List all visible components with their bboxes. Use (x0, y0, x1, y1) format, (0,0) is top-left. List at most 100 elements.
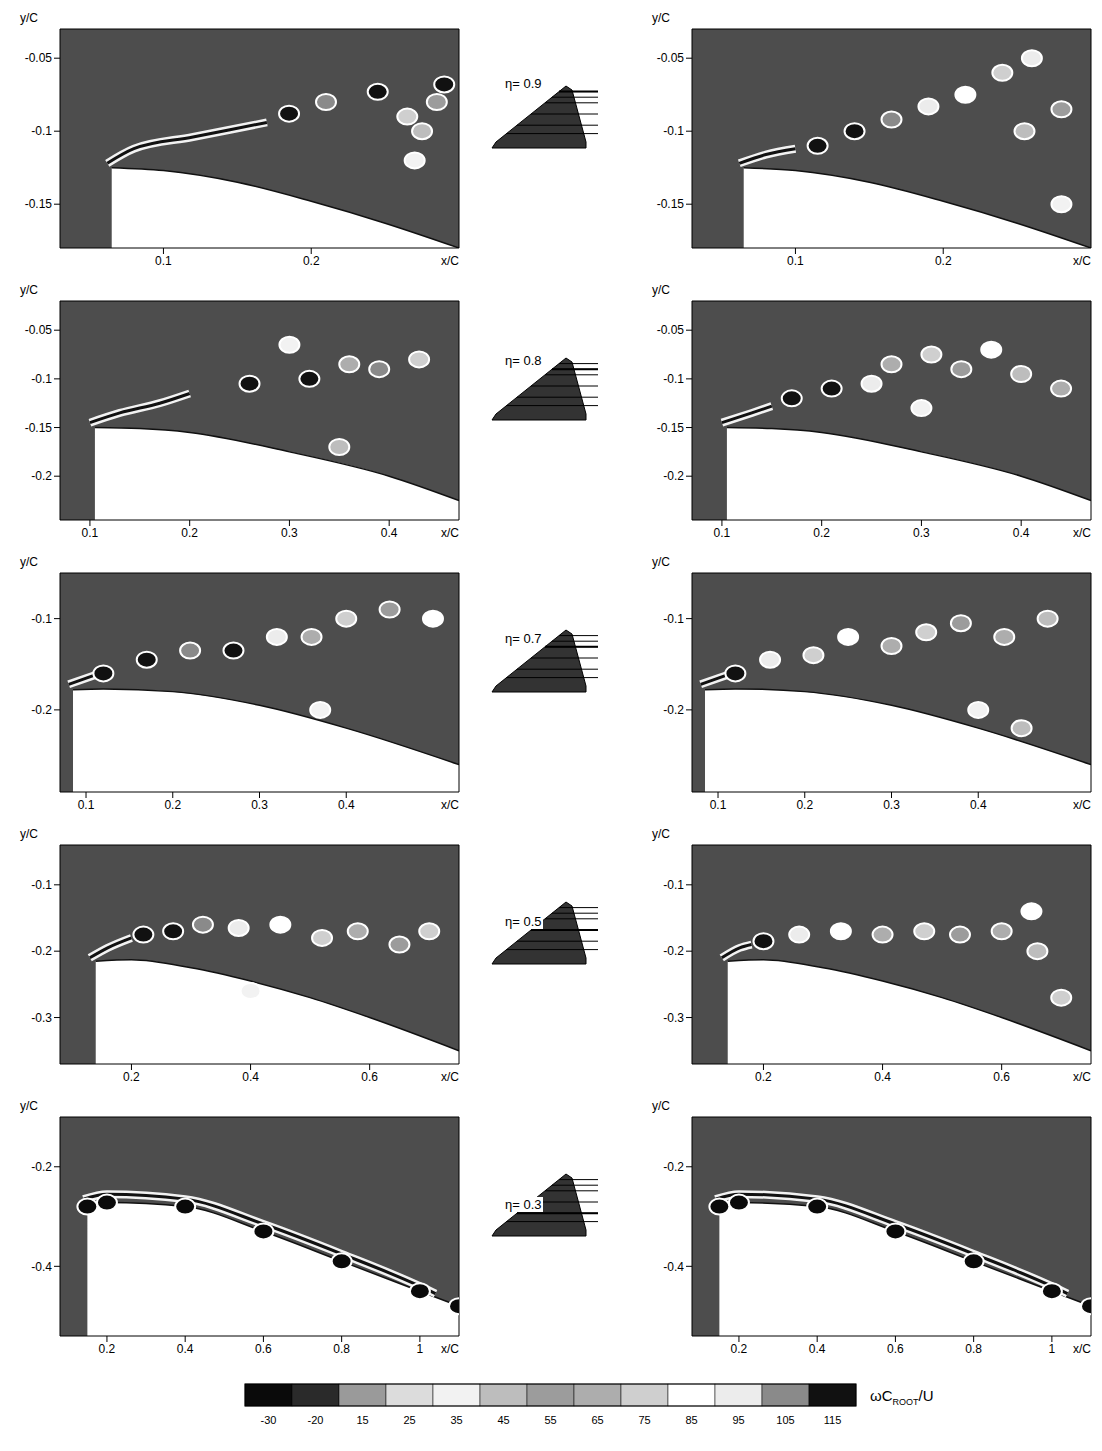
svg-text:-0.15: -0.15 (657, 197, 685, 211)
svg-text:0.2: 0.2 (755, 1070, 772, 1084)
svg-text:25: 25 (403, 1414, 415, 1426)
svg-text:-0.1: -0.1 (31, 124, 52, 138)
svg-text:0.8: 0.8 (965, 1342, 982, 1356)
svg-text:0.8: 0.8 (333, 1342, 350, 1356)
html-text:η= 0.5: η= 0.5 (505, 914, 542, 929)
svg-text:-0.1: -0.1 (663, 612, 684, 626)
svg-text:0.2: 0.2 (164, 798, 181, 812)
svg-text:75: 75 (638, 1414, 650, 1426)
svg-text:1: 1 (417, 1342, 424, 1356)
svg-text:-0.2: -0.2 (31, 1160, 52, 1174)
svg-text:105: 105 (776, 1414, 794, 1426)
svg-text:0.6: 0.6 (887, 1342, 904, 1356)
svg-text:0.1: 0.1 (710, 798, 727, 812)
svg-text:-0.2: -0.2 (31, 469, 52, 483)
svg-text:1: 1 (1049, 1342, 1056, 1356)
svg-text:0.2: 0.2 (796, 798, 813, 812)
html-text:η= 0.7: η= 0.7 (505, 630, 542, 646)
html-text:y/C: y/C (20, 555, 38, 569)
svg-text:35: 35 (450, 1414, 462, 1426)
html-text:x/C: x/C (1073, 798, 1091, 812)
svg-text:0.3: 0.3 (281, 526, 298, 540)
svg-text:-0.2: -0.2 (31, 944, 52, 958)
svg-text:-0.4: -0.4 (31, 1260, 52, 1274)
svg-text:-0.3: -0.3 (31, 1011, 52, 1025)
html-text:η= 0.9: η= 0.9 (505, 75, 542, 91)
html-text:y/C: y/C (652, 11, 670, 25)
svg-text:0.3: 0.3 (251, 798, 268, 812)
svg-text:0.4: 0.4 (381, 526, 398, 540)
svg-text:-0.4: -0.4 (663, 1260, 684, 1274)
html-text:x/C: x/C (1073, 526, 1091, 540)
html-text:η= 0.3: η= 0.3 (505, 1197, 542, 1213)
svg-text:-0.2: -0.2 (663, 703, 684, 717)
svg-text:95: 95 (732, 1414, 744, 1426)
html-text:x/C: x/C (441, 526, 459, 540)
svg-text:0.4: 0.4 (874, 1070, 891, 1084)
svg-text:-0.1: -0.1 (663, 878, 684, 892)
html-text:y/C: y/C (20, 11, 38, 25)
svg-text:-0.05: -0.05 (657, 323, 685, 337)
html-text:x/C: x/C (441, 1070, 459, 1084)
svg-text:-0.15: -0.15 (657, 421, 685, 435)
svg-text:-0.1: -0.1 (663, 124, 684, 138)
svg-text:-0.15: -0.15 (25, 197, 53, 211)
svg-text:0.6: 0.6 (361, 1070, 378, 1084)
svg-text:55: 55 (544, 1414, 556, 1426)
html-text:x/C: x/C (1073, 1070, 1091, 1084)
svg-text:-0.2: -0.2 (663, 944, 684, 958)
svg-text:-0.2: -0.2 (31, 703, 52, 717)
svg-text:0.2: 0.2 (303, 254, 320, 268)
svg-text:ωCROOT/U: ωCROOT/U (870, 1387, 934, 1407)
svg-text:-0.05: -0.05 (657, 51, 685, 65)
html-text:y/C: y/C (652, 283, 670, 297)
svg-text:-30: -30 (261, 1414, 277, 1426)
svg-text:-0.1: -0.1 (663, 372, 684, 386)
svg-text:0.2: 0.2 (935, 254, 952, 268)
html-text:y/C: y/C (20, 283, 38, 297)
svg-text:-20: -20 (308, 1414, 324, 1426)
html-text:y/C: y/C (20, 1099, 38, 1113)
svg-text:0.2: 0.2 (99, 1342, 116, 1356)
svg-text:-0.2: -0.2 (663, 1160, 684, 1174)
svg-text:0.6: 0.6 (255, 1342, 272, 1356)
svg-text:0.4: 0.4 (177, 1342, 194, 1356)
html-text:x/C: x/C (1073, 254, 1091, 268)
svg-text:0.1: 0.1 (78, 798, 95, 812)
svg-text:-0.1: -0.1 (31, 878, 52, 892)
svg-text:0.4: 0.4 (809, 1342, 826, 1356)
svg-text:0.1: 0.1 (82, 526, 99, 540)
html-text:x/C: x/C (441, 254, 459, 268)
svg-text:-0.1: -0.1 (31, 612, 52, 626)
svg-text:0.4: 0.4 (970, 798, 987, 812)
svg-text:15: 15 (356, 1414, 368, 1426)
svg-text:65: 65 (591, 1414, 603, 1426)
svg-text:0.2: 0.2 (731, 1342, 748, 1356)
svg-text:-0.05: -0.05 (25, 51, 53, 65)
svg-text:-0.2: -0.2 (663, 469, 684, 483)
svg-text:0.4: 0.4 (338, 798, 355, 812)
html-text:η= 0.8: η= 0.8 (505, 353, 542, 369)
html-text:x/C: x/C (441, 798, 459, 812)
svg-text:0.4: 0.4 (1013, 526, 1030, 540)
svg-text:0.1: 0.1 (714, 526, 731, 540)
svg-text:85: 85 (685, 1414, 697, 1426)
svg-text:115: 115 (824, 1414, 842, 1426)
svg-text:-0.05: -0.05 (25, 323, 53, 337)
svg-text:0.2: 0.2 (123, 1070, 140, 1084)
svg-text:-0.3: -0.3 (663, 1011, 684, 1025)
svg-text:0.2: 0.2 (181, 526, 198, 540)
svg-text:0.1: 0.1 (155, 254, 172, 268)
svg-text:0.6: 0.6 (993, 1070, 1010, 1084)
svg-text:45: 45 (497, 1414, 509, 1426)
svg-text:0.3: 0.3 (913, 526, 930, 540)
html-text:y/C: y/C (652, 827, 670, 841)
html-text:y/C: y/C (20, 827, 38, 841)
svg-text:0.1: 0.1 (787, 254, 804, 268)
svg-text:-0.15: -0.15 (25, 421, 53, 435)
svg-text:-0.1: -0.1 (31, 372, 52, 386)
html-text:y/C: y/C (652, 555, 670, 569)
svg-text:0.4: 0.4 (242, 1070, 259, 1084)
svg-text:0.2: 0.2 (813, 526, 830, 540)
svg-text:0.3: 0.3 (883, 798, 900, 812)
